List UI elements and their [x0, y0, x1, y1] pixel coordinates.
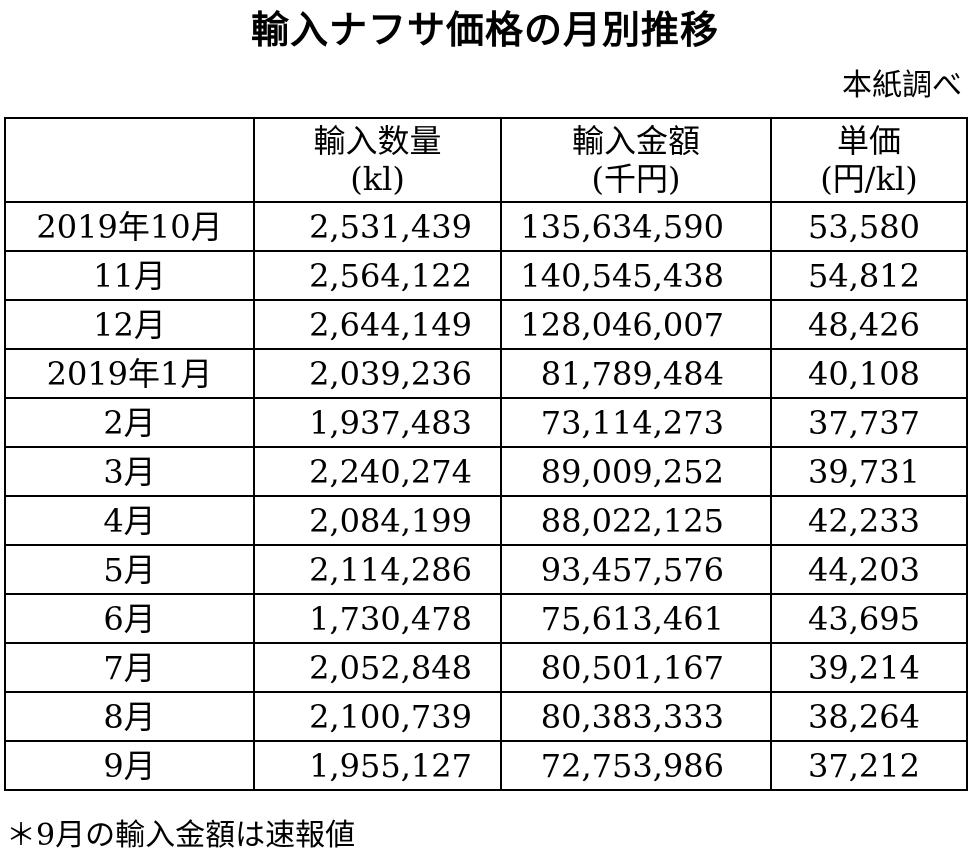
- amount-cell: 72,753,986: [500, 740, 772, 791]
- table-row: 2019年10月 2,531,439 135,634,590 53,580: [4, 201, 968, 252]
- period-cell: 7月: [4, 642, 255, 693]
- header-quantity: 輸入数量 (kl): [253, 117, 502, 203]
- period-cell: 2019年1月: [4, 348, 255, 399]
- header-unit-price: 単価 (円/kl): [770, 117, 968, 203]
- unit-price-cell: 37,212: [770, 740, 968, 791]
- quantity-cell: 2,531,439: [253, 201, 502, 252]
- table-header-row: 輸入数量 (kl) 輸入金額 (千円) 単価 (円/kl): [4, 117, 968, 203]
- amount-cell: 88,022,125: [500, 495, 772, 546]
- header-amount: 輸入金額 (千円): [500, 117, 772, 203]
- header-period: [4, 117, 255, 203]
- unit-price-cell: 54,812: [770, 250, 968, 301]
- period-cell: 3月: [4, 446, 255, 497]
- quantity-cell: 2,052,848: [253, 642, 502, 693]
- unit-price-cell: 40,108: [770, 348, 968, 399]
- quantity-cell: 2,100,739: [253, 691, 502, 742]
- footnote: ＊9月の輸入金額は速報値: [6, 818, 356, 853]
- header-unit-price-label: 単価: [836, 122, 901, 160]
- quantity-cell: 1,730,478: [253, 593, 502, 644]
- naphtha-price-table: 輸入数量 (kl) 輸入金額 (千円) 単価 (円/kl) 2019年10月 2…: [4, 117, 968, 791]
- table-row: 6月 1,730,478 75,613,461 43,695: [4, 593, 968, 644]
- header-quantity-unit: (kl): [350, 160, 405, 198]
- amount-cell: 73,114,273: [500, 397, 772, 448]
- period-cell: 8月: [4, 691, 255, 742]
- amount-cell: 89,009,252: [500, 446, 772, 497]
- period-cell: 12月: [4, 299, 255, 350]
- quantity-cell: 2,564,122: [253, 250, 502, 301]
- amount-cell: 75,613,461: [500, 593, 772, 644]
- page-title: 輸入ナフサ価格の月別推移: [250, 8, 719, 52]
- amount-cell: 93,457,576: [500, 544, 772, 595]
- unit-price-cell: 53,580: [770, 201, 968, 252]
- table-row: 5月 2,114,286 93,457,576 44,203: [4, 544, 968, 595]
- period-cell: 9月: [4, 740, 255, 791]
- unit-price-cell: 37,737: [770, 397, 968, 448]
- unit-price-cell: 42,233: [770, 495, 968, 546]
- period-cell: 6月: [4, 593, 255, 644]
- table-row: 12月 2,644,149 128,046,007 48,426: [4, 299, 968, 350]
- period-cell: 5月: [4, 544, 255, 595]
- period-cell: 2019年10月: [4, 201, 255, 252]
- unit-price-cell: 44,203: [770, 544, 968, 595]
- amount-cell: 128,046,007: [500, 299, 772, 350]
- quantity-cell: 2,084,199: [253, 495, 502, 546]
- table-body: 2019年10月 2,531,439 135,634,590 53,580 11…: [4, 201, 968, 791]
- amount-cell: 80,383,333: [500, 691, 772, 742]
- header-amount-label: 輸入金額: [571, 122, 700, 160]
- quantity-cell: 2,644,149: [253, 299, 502, 350]
- period-cell: 2月: [4, 397, 255, 448]
- unit-price-cell: 43,695: [770, 593, 968, 644]
- unit-price-cell: 38,264: [770, 691, 968, 742]
- quantity-cell: 2,114,286: [253, 544, 502, 595]
- table-row: 11月 2,564,122 140,545,438 54,812: [4, 250, 968, 301]
- amount-cell: 80,501,167: [500, 642, 772, 693]
- amount-cell: 135,634,590: [500, 201, 772, 252]
- table-row: 2019年1月 2,039,236 81,789,484 40,108: [4, 348, 968, 399]
- table-row: 9月 1,955,127 72,753,986 37,212: [4, 740, 968, 791]
- header-amount-unit: (千円): [591, 160, 681, 198]
- table-row: 7月 2,052,848 80,501,167 39,214: [4, 642, 968, 693]
- amount-cell: 81,789,484: [500, 348, 772, 399]
- quantity-cell: 1,937,483: [253, 397, 502, 448]
- table-row: 8月 2,100,739 80,383,333 38,264: [4, 691, 968, 742]
- period-cell: 4月: [4, 495, 255, 546]
- quantity-cell: 2,240,274: [253, 446, 502, 497]
- amount-cell: 140,545,438: [500, 250, 772, 301]
- unit-price-cell: 39,731: [770, 446, 968, 497]
- table-row: 2月 1,937,483 73,114,273 37,737: [4, 397, 968, 448]
- header-unit-price-unit: (円/kl): [820, 160, 918, 198]
- table-row: 3月 2,240,274 89,009,252 39,731: [4, 446, 968, 497]
- header-quantity-label: 輸入数量: [313, 122, 442, 160]
- table-row: 4月 2,084,199 88,022,125 42,233: [4, 495, 968, 546]
- unit-price-cell: 39,214: [770, 642, 968, 693]
- quantity-cell: 2,039,236: [253, 348, 502, 399]
- unit-price-cell: 48,426: [770, 299, 968, 350]
- source-label: 本紙調べ: [842, 68, 962, 103]
- quantity-cell: 1,955,127: [253, 740, 502, 791]
- period-cell: 11月: [4, 250, 255, 301]
